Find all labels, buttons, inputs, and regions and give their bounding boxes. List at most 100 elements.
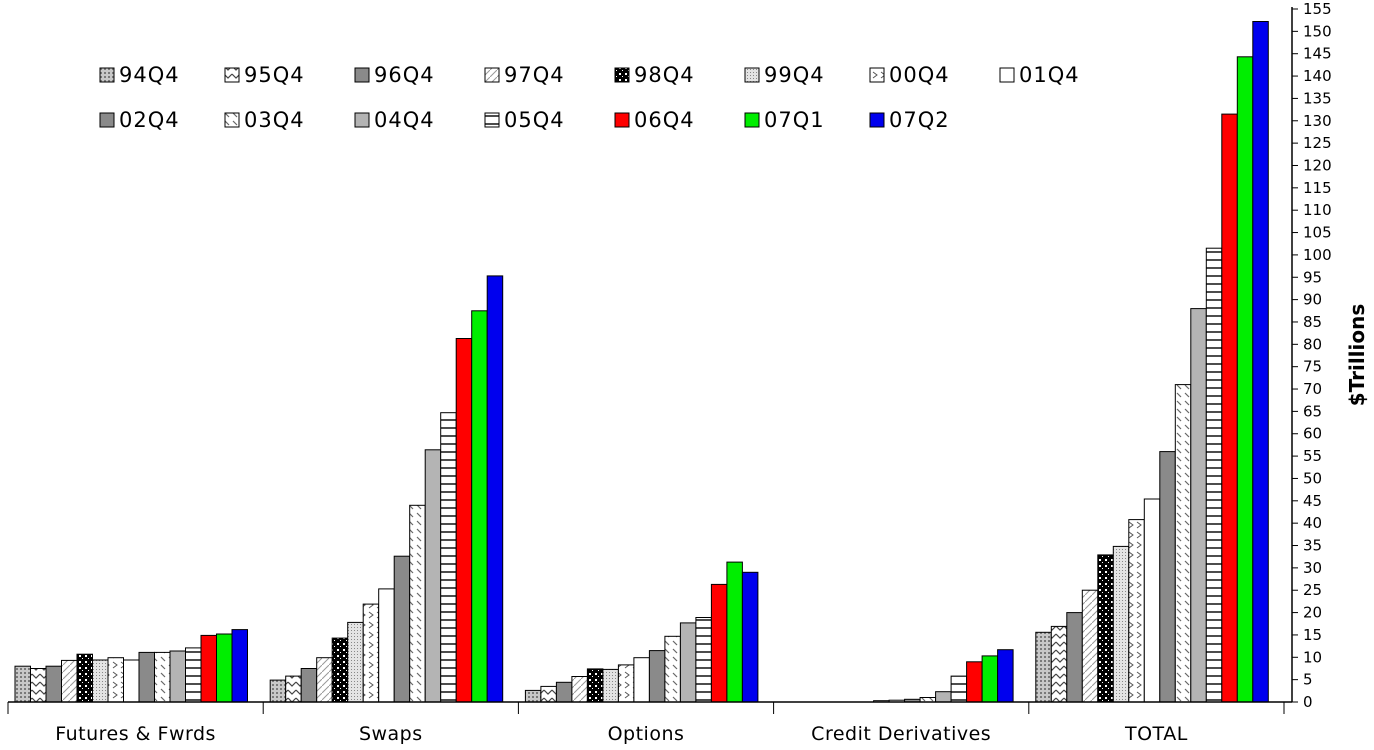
legend-item-00Q4: 00Q4: [869, 63, 949, 87]
legend-label: 07Q2: [889, 108, 950, 132]
legend-item-95Q4: 95Q4: [224, 63, 304, 87]
legend-label: 05Q4: [504, 108, 565, 132]
y-tick-label: 80: [1303, 335, 1322, 353]
bar-04Q4-4: [935, 691, 952, 703]
legend-label: 07Q1: [764, 108, 825, 132]
y-tick-label: 70: [1303, 380, 1322, 398]
y-tick-label: 90: [1303, 291, 1322, 309]
bar-07Q2-4: [997, 649, 1014, 703]
legend-label: 98Q4: [634, 63, 695, 87]
bar-06Q4-5: [1221, 113, 1238, 703]
y-tick-label: 110: [1303, 201, 1332, 219]
bar-03Q4-5: [1174, 384, 1192, 703]
bar-99Q4-1: [92, 659, 109, 703]
legend-swatch: [99, 112, 115, 128]
bar-07Q1-1: [216, 633, 233, 703]
legend: 94Q4 95Q4 96Q4 97Q4 98Q4 99Q4 00Q4 01Q4 02Q4 03Q4…: [99, 63, 1079, 132]
bar-95Q4-1: [30, 668, 47, 703]
y-tick-label: 15: [1303, 626, 1322, 644]
legend-item-97Q4: 97Q4: [484, 63, 564, 87]
legend-swatch: [869, 112, 885, 128]
legend-swatch: [99, 67, 115, 83]
legend-label: 99Q4: [764, 63, 825, 87]
legend-swatch: [744, 67, 760, 83]
legend-swatch: [484, 112, 500, 128]
category-label: Options: [608, 723, 685, 745]
bar-01Q4-1: [123, 659, 140, 703]
legend-item-07Q1: 07Q1: [744, 108, 825, 132]
legend-swatch: [614, 112, 630, 128]
bar-96Q4-5: [1066, 612, 1083, 703]
bar-07Q2-1: [231, 629, 248, 703]
bar-05Q4-1: [185, 647, 202, 703]
bar-97Q4-3: [571, 676, 588, 703]
legend-item-01Q4: 01Q4: [999, 63, 1079, 87]
legend-label: 94Q4: [119, 63, 180, 87]
bar-94Q4-2: [269, 679, 287, 703]
legend-item-02Q4: 02Q4: [99, 108, 180, 132]
y-tick-label: 140: [1303, 67, 1332, 85]
y-tick-label: 75: [1303, 358, 1322, 376]
bar-00Q4-5: [1128, 519, 1145, 703]
bar-01Q4-3: [633, 657, 650, 703]
y-tick-label: 145: [1303, 45, 1332, 63]
bar-01Q4-2: [378, 588, 395, 703]
category-label: Credit Derivatives: [811, 723, 991, 745]
y-tick-label: 45: [1303, 492, 1322, 510]
y-tick-label: 135: [1303, 89, 1332, 107]
bar-98Q4-2: [331, 637, 349, 703]
bar-98Q4-3: [586, 668, 604, 703]
legend-item-98Q4: 98Q4: [614, 63, 695, 87]
y-tick-label: 35: [1303, 537, 1322, 555]
bar-02Q4-2: [393, 555, 411, 703]
legend-swatch: [744, 112, 760, 128]
y-tick-label: 65: [1303, 402, 1322, 420]
bar-05Q4-3: [695, 617, 712, 703]
legend-swatch: [484, 67, 500, 83]
y-tick-label: 55: [1303, 447, 1322, 465]
bar-98Q4-1: [76, 653, 93, 703]
legend-label: 02Q4: [119, 108, 180, 132]
legend-swatch: [869, 67, 885, 83]
bar-02Q4-5: [1159, 451, 1176, 703]
y-tick-label: 10: [1303, 648, 1322, 666]
bar-07Q2-2: [486, 275, 504, 703]
bar-95Q4-2: [285, 675, 302, 703]
y-tick-label: 130: [1303, 112, 1332, 130]
y-tick-label: 20: [1303, 604, 1322, 622]
y-tick-label: 155: [1303, 0, 1332, 18]
y-tick-label: 150: [1303, 22, 1332, 40]
bar-02Q4-1: [138, 651, 155, 703]
bar-05Q4-5: [1205, 247, 1223, 703]
bar-96Q4-1: [45, 665, 62, 703]
bar-02Q4-3: [648, 650, 666, 703]
bar-06Q4-4: [966, 661, 983, 703]
bar-96Q4-2: [300, 668, 318, 703]
legend-item-94Q4: 94Q4: [99, 63, 180, 87]
y-tick-label: 40: [1303, 514, 1322, 532]
y-tick-label: 120: [1303, 156, 1332, 174]
bar-04Q4-2: [424, 449, 442, 703]
bar-98Q4-5: [1097, 554, 1114, 703]
legend-label: 06Q4: [634, 108, 695, 132]
bar-94Q4-3: [524, 689, 542, 703]
bar-04Q4-1: [169, 650, 186, 703]
bar-06Q4-3: [710, 583, 728, 703]
legend-swatch: [224, 112, 240, 128]
bar-04Q4-5: [1190, 308, 1207, 703]
legend-item-99Q4: 99Q4: [744, 63, 825, 87]
bar-07Q2-3: [741, 571, 759, 703]
legend-item-96Q4: 96Q4: [354, 63, 434, 87]
category-label: TOTAL: [1124, 723, 1188, 745]
legend-swatch: [614, 67, 630, 83]
legend-label: 04Q4: [374, 108, 435, 132]
legend-item-04Q4: 04Q4: [354, 108, 435, 132]
y-tick-label: 60: [1303, 425, 1322, 443]
y-tick-label: 85: [1303, 313, 1322, 331]
bar-99Q4-5: [1112, 545, 1130, 703]
bar-97Q4-5: [1081, 589, 1099, 703]
bar-07Q1-4: [981, 655, 999, 703]
bar-03Q4-1: [154, 651, 171, 703]
y-tick-label: 105: [1303, 224, 1332, 242]
bar-03Q4-2: [409, 504, 426, 703]
